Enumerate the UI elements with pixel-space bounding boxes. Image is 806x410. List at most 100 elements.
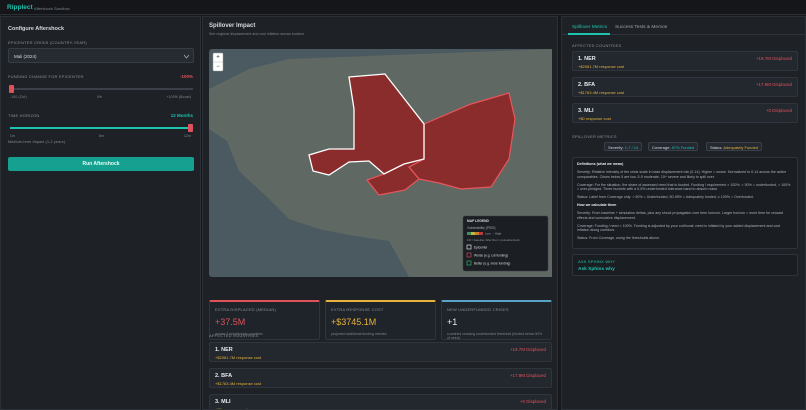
metric-card: EXTRA DISPLACED (MEDIAN) +37.5M across 3… <box>209 300 320 340</box>
run-button[interactable]: Run Aftershock <box>8 157 194 171</box>
chevron <box>184 54 189 59</box>
chip-value: 87% Funded <box>671 145 695 150</box>
calc: Coverage: Funding / need × 100%. Funding… <box>577 223 781 233</box>
card-value: +37.5M <box>215 317 246 327</box>
calc-title: How we calculate them <box>577 203 617 208</box>
metric-card: NEW UNDERFUNDED CRISES +1 countries cros… <box>441 300 552 340</box>
horizon-note: Medium-term impact (1-2 years) <box>8 140 66 144</box>
scale-label: 12m <box>183 134 191 138</box>
field-label: TIME HORIZON <box>8 113 40 118</box>
brand: Ripplect <box>7 4 33 11</box>
card-label: EXTRA DISPLACED (MEDIAN) <box>215 307 277 312</box>
country-displaced: +17.9M Displaced <box>509 373 546 378</box>
chip-value: Adequately Funded <box>723 145 759 150</box>
country-displaced: +0 Displaced <box>765 108 792 113</box>
section-title: AFFECTED COUNTRIES <box>572 43 622 48</box>
country-name: 3. MLI <box>215 399 231 405</box>
country-cost: +$1763.4M response cost <box>215 381 262 386</box>
ask-link[interactable]: Ask Sphinx why <box>578 267 615 272</box>
country-displaced: +0 Displaced <box>519 399 546 404</box>
card-value: +1 <box>447 317 458 327</box>
card-note: countries crossing underfunded threshold… <box>447 332 543 340</box>
legend-item: Better (e.g. more funding) <box>474 261 510 265</box>
app-subtitle: Aftershock Sandbox <box>34 6 70 11</box>
scale-label: 6m <box>99 134 104 138</box>
chip-label: Status: <box>710 145 723 150</box>
map-legend: MAP LEGEND Vulnerability (PSSI) Low → Hi… <box>462 215 549 272</box>
scale-label: +100% (Boost) <box>166 95 191 99</box>
country-displaced: +19.7M Displaced <box>509 347 546 352</box>
coverage-chip: Coverage: 87% Funded <box>648 142 699 151</box>
legend-scale-range: Low → High <box>485 232 502 236</box>
config-panel: Configure Aftershock EPICENTER CRISIS (C… <box>0 16 201 410</box>
definition: Coverage: For the situation, the share o… <box>577 182 791 192</box>
country-cost: +$1763.4M response cost <box>578 90 625 95</box>
country-displaced: +19.7M Displaced <box>755 56 792 61</box>
calc: Status: From Coverage, using the thresho… <box>577 236 661 241</box>
scale-label: 1m <box>10 134 15 138</box>
select-value: Mali (2024) <box>14 54 37 59</box>
severity-chip: Severity: 1-7 / 14 <box>604 142 643 151</box>
country-cost: +$2061.7M response cost <box>215 355 262 360</box>
legend-item: Epicenter <box>474 245 488 249</box>
status-chip: Status: Adequately Funded <box>706 142 763 151</box>
country-displaced: +17.9M Displaced <box>755 82 792 87</box>
country-row: 3. MLI +$0 response cost +0 Displaced <box>209 394 552 410</box>
scale-label: 0% <box>97 95 103 99</box>
section-title: SPILLOVER METRICS <box>572 134 617 139</box>
scale-label: -100 (Cut) <box>10 95 27 99</box>
country-cost: +$2061.7M response cost <box>578 64 625 69</box>
horizon-value: 12 Months <box>170 113 193 118</box>
chip-label: Coverage: <box>652 145 671 150</box>
calc: Severity: From baseline + simulation del… <box>577 210 784 220</box>
metrics-panel: Spillover Metrics Success Tests & Memos … <box>561 16 806 410</box>
impact-panel: Spillover Impact See regional displaceme… <box>202 16 558 410</box>
tab[interactable]: Spillover Metrics <box>572 25 608 30</box>
definitions-title: Definitions (what we mean) <box>577 162 624 166</box>
legend-title: MAP LEGEND <box>467 219 490 223</box>
country-name: 2. BFA <box>578 82 596 88</box>
funding-value: -100% <box>179 74 193 79</box>
zoom-out[interactable]: − <box>216 64 220 70</box>
map[interactable]: + − MAP LEGEND Vulnerability (PSSI) Low … <box>209 49 552 277</box>
horizon-slider[interactable] <box>10 127 193 129</box>
country-name: 2. BFA <box>215 373 233 379</box>
card-value: +$3745.1M <box>331 317 377 327</box>
field-label: EPICENTER CRISIS (COUNTRY-YEAR) <box>8 40 87 45</box>
slider-thumb[interactable] <box>188 124 193 132</box>
card-note: projected additional funding needed <box>331 332 387 336</box>
header: Ripplect Aftershock Sandbox <box>0 0 806 15</box>
metric-card: EXTRA RESPONSE COST +$3745.1M projected … <box>325 300 436 340</box>
definition: Status: Label from Coverage only: < 50% … <box>577 195 754 200</box>
tab[interactable]: Success Tests & Memos <box>615 25 668 30</box>
definition: Severity: Relative intensity of the cris… <box>577 169 787 179</box>
country-row: 2. BFA +$1763.4M response cost +17.9M Disp… <box>572 77 798 97</box>
legend-note: Fill = baseline; After Run = post-afters… <box>467 238 520 242</box>
epicenter-select[interactable]: Mali (2024) <box>8 48 194 63</box>
country-row: 1. NER +$2061.7M response cost +19.7M Disp… <box>572 51 798 71</box>
panel-subtitle: See regional displacement and cost infla… <box>209 32 305 36</box>
field-label: FUNDING CHANGE FOR EPICENTER <box>8 74 84 79</box>
country-name: 3. MLI <box>578 108 594 114</box>
zoom-in[interactable]: + <box>216 55 220 61</box>
country-cost: +$0 response cost <box>215 407 248 410</box>
panel-title: Configure Aftershock <box>8 26 65 32</box>
chip-value: 1-7 / 14 <box>624 145 639 150</box>
card-note: across 3 neighboring countries <box>215 332 263 336</box>
country-name: 1. NER <box>215 347 233 353</box>
legend-scale-title: Vulnerability (PSSI) <box>467 226 495 230</box>
country-row: 3. MLI +$0 response cost +0 Displaced <box>572 103 798 123</box>
country-cost: +$0 response cost <box>578 116 611 121</box>
slider-thumb[interactable] <box>9 85 14 93</box>
country-name: 1. NER <box>578 56 596 62</box>
funding-slider[interactable] <box>10 88 193 90</box>
country-row: 2. BFA +$1763.4M response cost +17.9M Disp… <box>209 368 552 388</box>
country-row: 1. NER +$2061.7M response cost +19.7M Disp… <box>209 342 552 362</box>
panel-title: Spillover Impact <box>209 23 256 29</box>
chip-label: Severity: <box>608 145 624 150</box>
card-label: NEW UNDERFUNDED CRISES <box>447 307 509 312</box>
tab-indicator <box>568 33 610 35</box>
legend-item: Worse (e.g. cut funding) <box>474 253 508 257</box>
ask-label: ASK SPHINX WHY <box>578 259 616 264</box>
